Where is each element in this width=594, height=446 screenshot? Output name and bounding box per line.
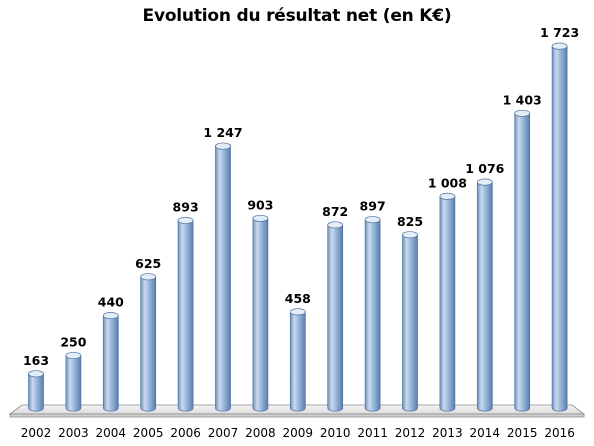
value-label: 1 008 bbox=[428, 175, 467, 190]
bar bbox=[402, 231, 418, 412]
bar-body bbox=[28, 373, 44, 412]
x-tick-label: 2006 bbox=[170, 426, 201, 440]
bar-top bbox=[476, 178, 493, 186]
value-label: 625 bbox=[135, 256, 161, 271]
value-label: 1 723 bbox=[540, 25, 579, 40]
bar-body bbox=[439, 195, 456, 412]
x-tick-label: 2012 bbox=[395, 426, 426, 440]
bar-body bbox=[402, 234, 418, 412]
value-label: 440 bbox=[98, 295, 124, 310]
x-tick-label: 2004 bbox=[96, 426, 127, 440]
bar bbox=[102, 312, 119, 412]
x-tick-label: 2002 bbox=[21, 426, 52, 440]
x-tick-label: 2003 bbox=[58, 426, 89, 440]
bar-body bbox=[252, 218, 269, 412]
bar-body bbox=[215, 145, 231, 412]
x-tick-label: 2007 bbox=[208, 426, 239, 440]
x-tick-label: 2005 bbox=[133, 426, 164, 440]
value-label: 825 bbox=[397, 214, 423, 229]
value-label: 250 bbox=[60, 335, 86, 350]
value-label: 1 247 bbox=[203, 125, 242, 140]
bar-body bbox=[364, 219, 381, 412]
bar bbox=[65, 351, 82, 412]
bar-body bbox=[327, 224, 344, 412]
x-tick-label: 2013 bbox=[432, 426, 463, 440]
bar-top bbox=[177, 216, 194, 225]
bar bbox=[364, 216, 381, 412]
x-tick-label: 2008 bbox=[245, 426, 276, 440]
value-label: 897 bbox=[360, 199, 386, 214]
x-tick-label: 2016 bbox=[544, 426, 575, 440]
bar-top bbox=[402, 231, 418, 239]
x-tick-label: 2009 bbox=[283, 426, 314, 440]
bar-top bbox=[140, 273, 157, 281]
bar-top bbox=[364, 216, 381, 224]
bar bbox=[28, 370, 44, 412]
x-tick-label: 2014 bbox=[470, 426, 501, 440]
bar bbox=[514, 109, 531, 412]
value-label: 903 bbox=[247, 197, 273, 212]
bar-body bbox=[102, 315, 119, 412]
bar-top bbox=[439, 192, 456, 200]
bar-top bbox=[28, 370, 44, 378]
bar-top bbox=[514, 109, 531, 117]
bar-top bbox=[289, 308, 306, 316]
value-labels-group: 163 250 440 625 893 1 247 903 458 872 897 825 1 008… bbox=[23, 25, 579, 368]
bar-top bbox=[252, 214, 269, 222]
value-label: 893 bbox=[173, 199, 199, 214]
bar bbox=[327, 221, 344, 412]
bar-body bbox=[289, 311, 306, 412]
bar-top bbox=[551, 42, 568, 50]
bar bbox=[177, 216, 194, 412]
value-label: 1 403 bbox=[503, 92, 542, 107]
bar bbox=[439, 192, 456, 412]
x-tick-label: 2015 bbox=[507, 426, 538, 440]
x-tick-label: 2010 bbox=[320, 426, 351, 440]
x-tick-label: 2011 bbox=[357, 426, 388, 440]
bar-body bbox=[514, 113, 531, 412]
x-axis: 2002 2003 2004 2005 2006 2007 2008 2009 2010 2011… bbox=[21, 426, 575, 440]
chart-title: Evolution du résultat net (en K€) bbox=[142, 6, 452, 26]
bar bbox=[551, 42, 568, 412]
value-label: 1 076 bbox=[465, 161, 504, 176]
value-label: 163 bbox=[23, 353, 49, 368]
bar bbox=[289, 308, 306, 412]
value-label: 872 bbox=[322, 204, 348, 219]
bar-top bbox=[102, 312, 119, 320]
bar bbox=[252, 214, 269, 412]
bar-body bbox=[177, 220, 194, 412]
bar bbox=[140, 273, 157, 412]
bar-top bbox=[215, 142, 231, 150]
bar bbox=[215, 142, 231, 412]
bars-group bbox=[28, 42, 568, 412]
value-label: 458 bbox=[285, 291, 311, 306]
bar-body bbox=[476, 181, 493, 412]
bar-top bbox=[65, 351, 82, 360]
bar-body bbox=[65, 355, 82, 412]
bar bbox=[476, 178, 493, 412]
bar-body bbox=[551, 45, 568, 412]
floor-edge bbox=[9, 413, 585, 418]
bar-body bbox=[140, 276, 157, 412]
bar-top bbox=[327, 221, 344, 229]
